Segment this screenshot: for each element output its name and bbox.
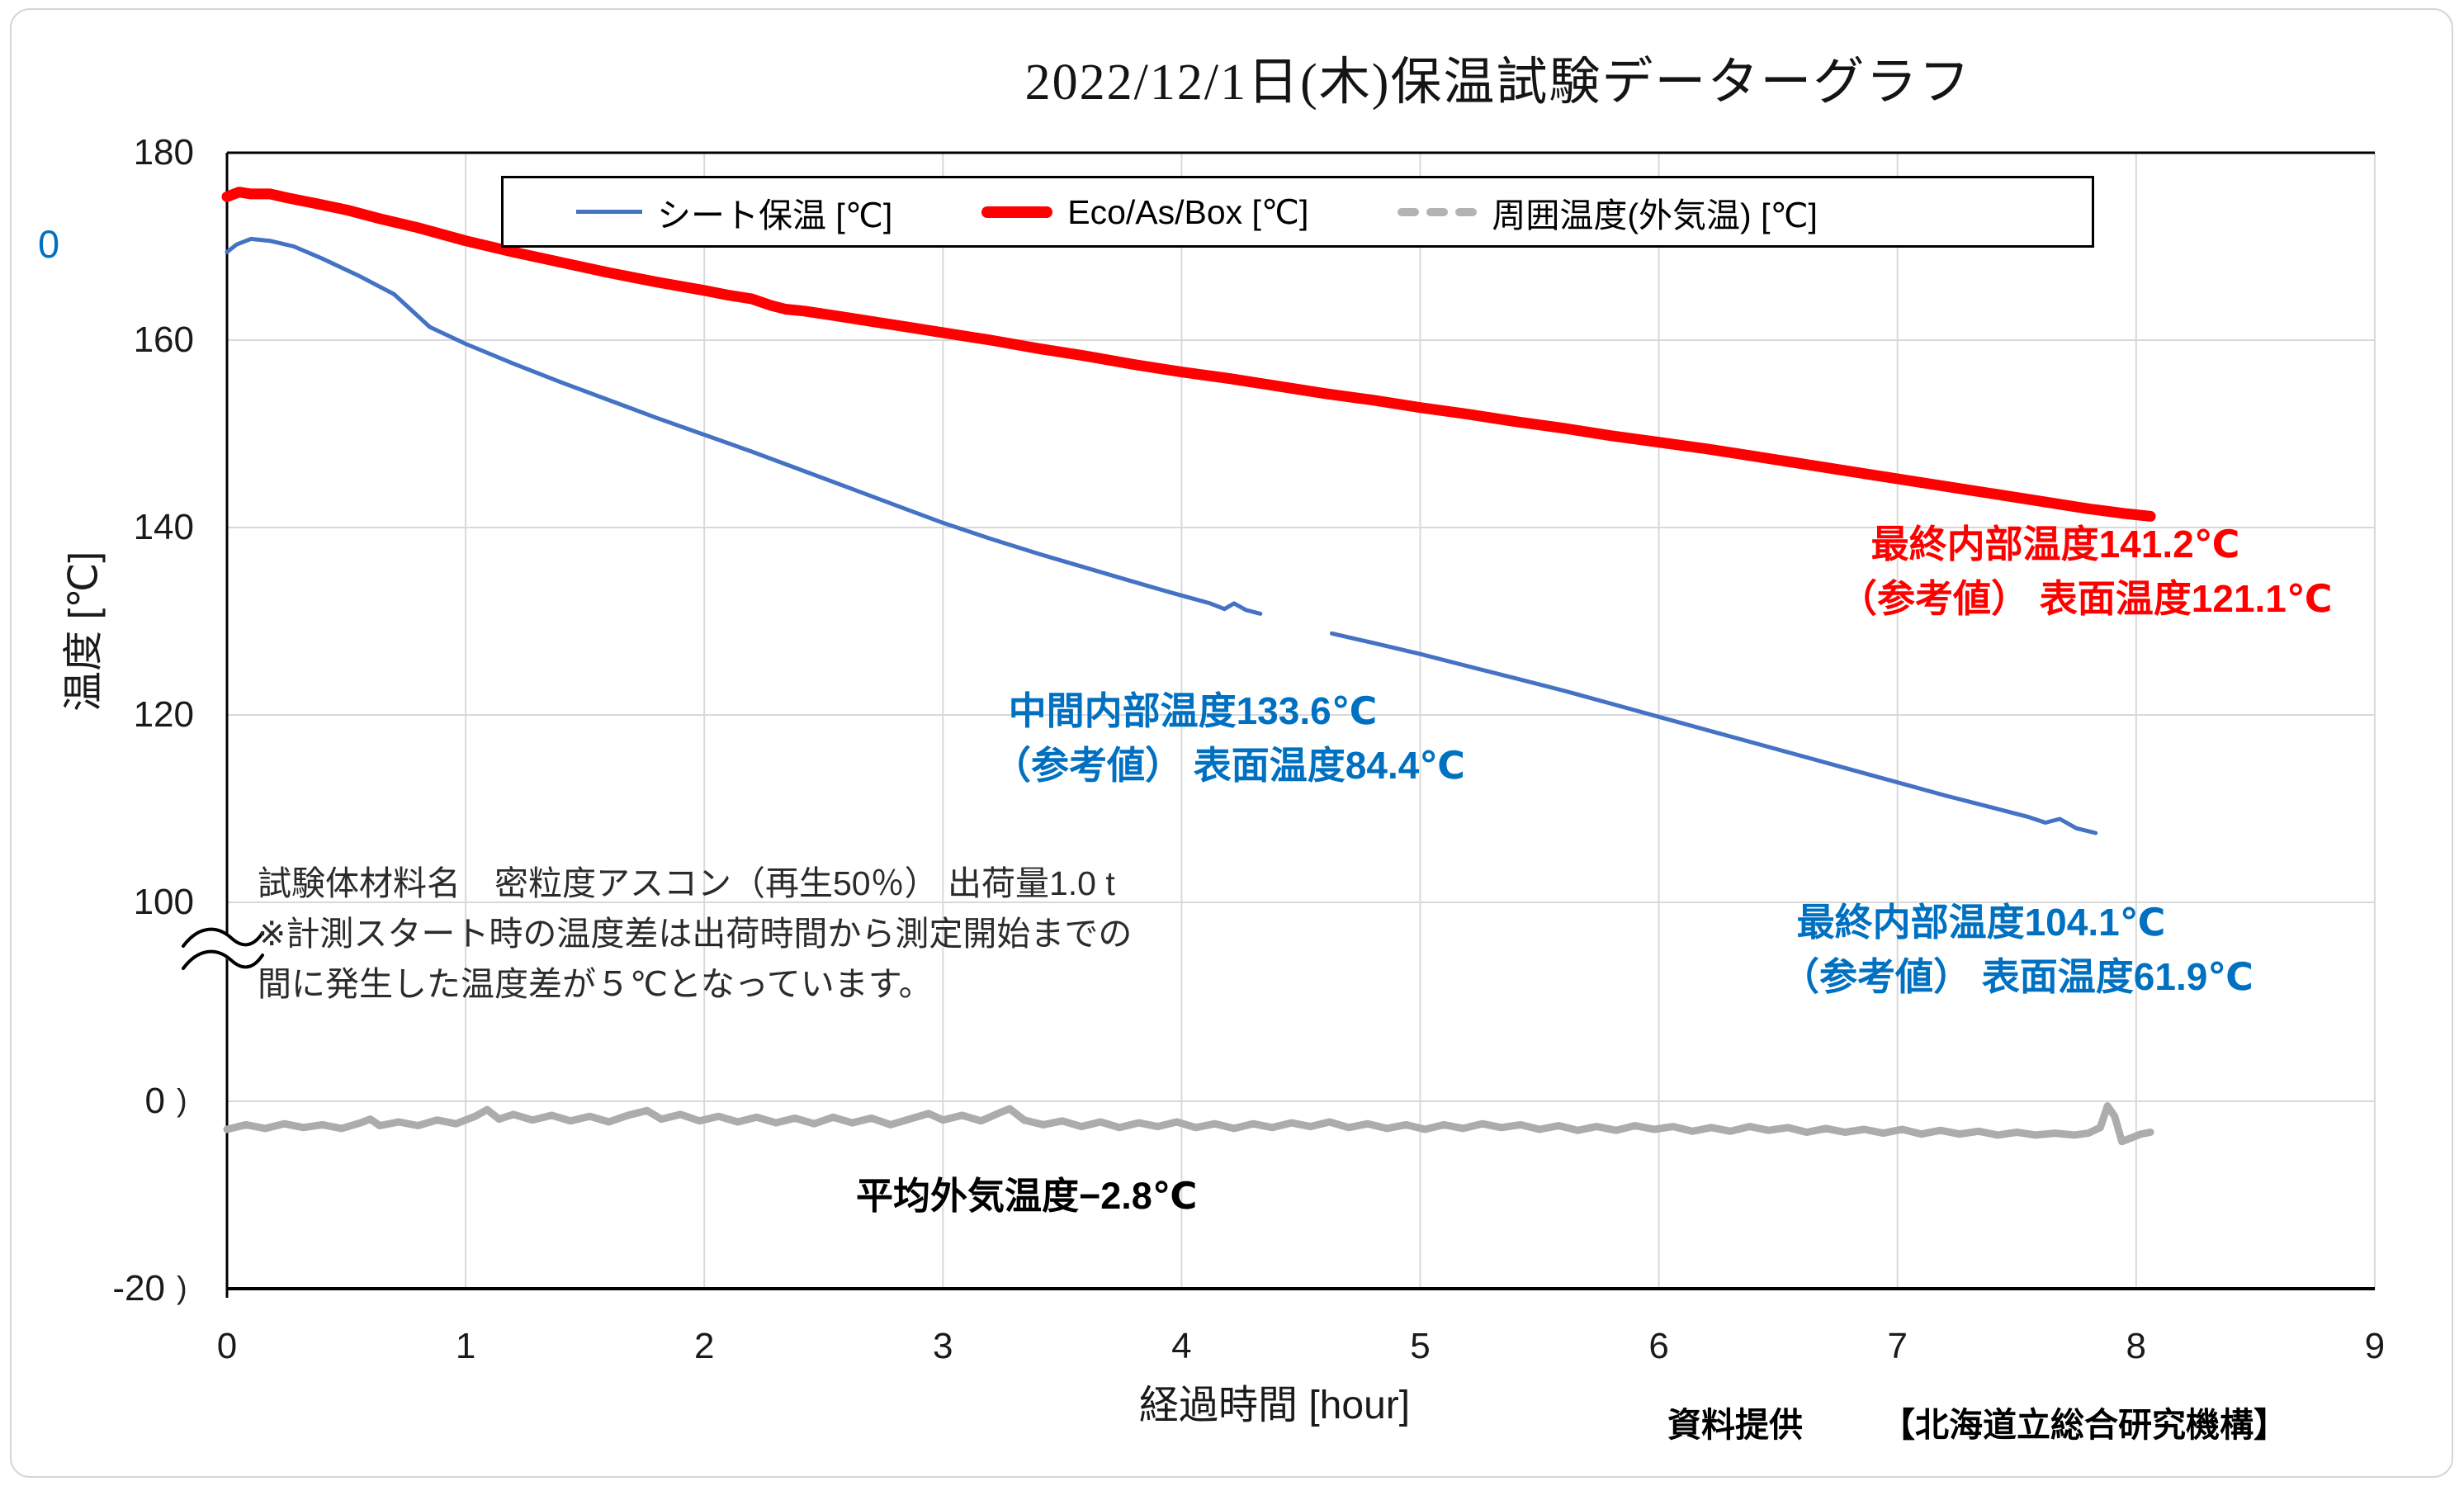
legend-item-label: Eco/As/Box [℃] — [1067, 192, 1309, 231]
legend-dash-sample — [1455, 207, 1478, 216]
credit-organization: 【北海道立総合研究機構】 — [1881, 1406, 2287, 1444]
x-tick-label: 1 — [455, 1326, 476, 1366]
legend-item: シート保温 [℃] — [576, 187, 892, 237]
annotation-mid-blue-line2: （参考値） 表面温度84.4℃ — [993, 744, 1466, 787]
ambient-average-label: 平均外気温度−2.8℃ — [856, 1175, 1198, 1217]
stray-zero-label: 0 — [38, 222, 60, 266]
x-tick-label: 6 — [1648, 1326, 1669, 1366]
legend-item-label: シート保温 [℃] — [657, 196, 893, 234]
y-tick-label: 180 — [133, 132, 194, 173]
axis-break-paren: ) — [177, 1083, 187, 1119]
axis-break-paren: ) — [177, 1271, 187, 1306]
annotation-final-red-line2: （参考値） 表面温度121.1℃ — [1839, 577, 2333, 620]
series-line — [223, 1102, 2154, 1146]
x-tick-label: 7 — [1887, 1326, 1908, 1366]
chart-title: 2022/12/1日(木)保温試験データーグラフ — [1024, 54, 1972, 111]
series-line — [1330, 631, 2098, 835]
y-axis-title: 温度 [℃] — [61, 551, 106, 712]
axis-break-wave — [182, 949, 264, 970]
note-text-block: 試験体材料名 密粒度アスコン（再生50％） 出荷量1.0 t ※計測スタート時の温… — [258, 859, 1132, 1010]
y-tick-label: 120 — [133, 694, 194, 735]
annotation-final-blue: 最終内部温度104.1℃ （参考値） 表面温度61.9℃ — [1733, 895, 2254, 1004]
legend-box: シート保温 [℃] Eco/As/Box [℃] 周囲温度(外気温) [℃] — [501, 176, 2094, 248]
annotation-final-blue-line1: 最終内部温度104.1℃ — [1796, 901, 2166, 944]
annotation-final-blue-line2: （参考値） 表面温度61.9℃ — [1781, 955, 2254, 998]
x-tick-label: 0 — [216, 1326, 238, 1366]
x-tick-label: 5 — [1410, 1326, 1431, 1366]
annotation-mid-blue-line1: 中間内部温度133.6℃ — [1008, 689, 1378, 732]
annotation-mid-blue: 中間内部温度133.6℃ （参考値） 表面温度84.4℃ — [945, 684, 1466, 793]
legend-item: 周囲温度(外気温) [℃] — [1398, 187, 1818, 237]
x-axis-title: 経過時間 [hour] — [1139, 1384, 1411, 1427]
note-line: ※計測スタート時の温度差は出荷時間から測定開始までの — [258, 915, 1133, 953]
legend-item-label: 周囲温度(外気温) [℃] — [1492, 196, 1818, 234]
annotation-final-red: 最終内部温度141.2℃ （参考値） 表面温度121.1℃ — [1791, 517, 2333, 626]
x-tick-label: 8 — [2126, 1326, 2147, 1366]
series-line — [221, 187, 2156, 522]
credit-line: 資料提供 【北海道立総合研究機構】 — [1667, 1397, 2287, 1446]
legend-item: Eco/As/Box [℃] — [981, 192, 1308, 232]
axis-break-mask — [173, 929, 273, 968]
x-tick-label: 2 — [693, 1326, 715, 1366]
chart-outer-border — [10, 8, 2453, 1478]
y-tick-label: -20 — [112, 1268, 165, 1309]
note-line: 試験体材料名 密粒度アスコン（再生50％） 出荷量1.0 t — [258, 864, 1115, 902]
x-tick-label: 4 — [1171, 1326, 1192, 1366]
legend-dash-sample — [1398, 207, 1420, 216]
y-tick-label: 140 — [133, 507, 194, 547]
axis-break-wave — [182, 927, 264, 948]
y-tick-label: 100 — [133, 882, 194, 922]
y-tick-label: 160 — [133, 319, 194, 360]
x-tick-label: 9 — [2364, 1326, 2386, 1366]
y-tick-label: 0 — [144, 1081, 165, 1121]
x-tick-label: 3 — [933, 1326, 953, 1366]
note-line: 間に発生した温度差が５℃となっています。 — [258, 965, 933, 1003]
series-line — [225, 236, 1263, 616]
legend-line-sample — [981, 206, 1053, 218]
annotation-final-red-line1: 最終内部温度141.2℃ — [1870, 523, 2240, 566]
legend-line-sample — [576, 210, 642, 214]
legend-line-sample — [1398, 207, 1478, 216]
legend-dash-sample — [1426, 207, 1449, 216]
credit-label: 資料提供 — [1667, 1406, 1803, 1444]
